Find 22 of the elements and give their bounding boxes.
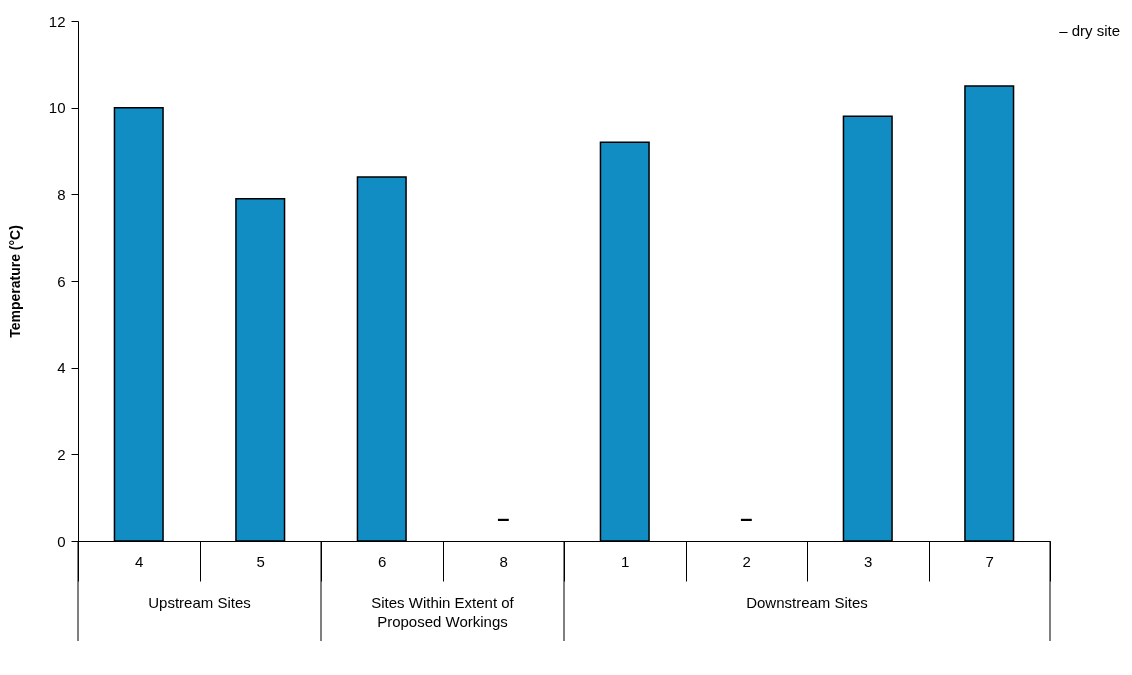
x-tick-label: 4 xyxy=(135,552,144,570)
text: Downstream Sites xyxy=(746,594,868,611)
y-tick-label: 0 xyxy=(57,532,66,550)
x-tick-label: 1 xyxy=(621,552,630,570)
text: – dry site xyxy=(1059,22,1120,39)
y-tick-label: 2 xyxy=(57,445,66,463)
y-axis-title: Temperature (°C) xyxy=(6,225,23,338)
y-tick-label: 8 xyxy=(57,185,66,203)
y-tick-label: 12 xyxy=(48,12,66,30)
annotation: – xyxy=(740,506,753,531)
x-tick-label: 2 xyxy=(742,552,751,570)
y-tick-label: 4 xyxy=(57,359,66,377)
y-tick-label: 10 xyxy=(48,99,66,117)
y-tick-label: 6 xyxy=(57,272,66,290)
x-tick-label: 7 xyxy=(985,552,994,570)
text: Upstream Sites xyxy=(148,594,251,611)
x-tick-label: 5 xyxy=(256,552,265,570)
annotation: – xyxy=(497,506,510,531)
x-tick-label: 6 xyxy=(378,552,387,570)
x-tick-label: 3 xyxy=(864,552,873,570)
x-tick-label: 8 xyxy=(499,552,508,570)
text: Sites Within Extent of Proposed Workings xyxy=(371,594,515,630)
